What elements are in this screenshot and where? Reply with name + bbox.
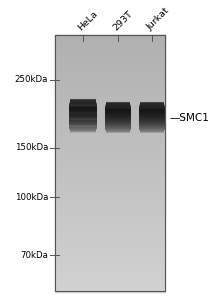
- Bar: [55, 35, 165, 291]
- Text: HeLa: HeLa: [77, 9, 100, 32]
- Text: Jurkat: Jurkat: [146, 6, 172, 32]
- Text: 150kDa: 150kDa: [15, 143, 48, 152]
- Text: 293T: 293T: [112, 9, 135, 32]
- Text: —SMC1: —SMC1: [169, 113, 209, 123]
- Text: 250kDa: 250kDa: [15, 76, 48, 85]
- Text: 70kDa: 70kDa: [20, 250, 48, 260]
- Text: 100kDa: 100kDa: [15, 193, 48, 202]
